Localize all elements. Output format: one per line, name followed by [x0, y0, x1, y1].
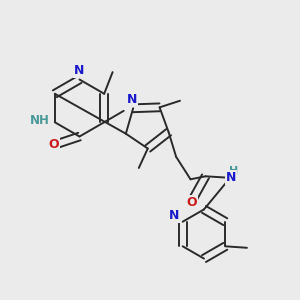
Text: N: N — [127, 93, 137, 106]
Text: NH: NH — [30, 114, 50, 127]
Text: H: H — [229, 166, 238, 176]
Text: O: O — [187, 196, 197, 209]
Text: N: N — [226, 171, 236, 184]
Text: N: N — [74, 64, 85, 77]
Text: N: N — [169, 209, 179, 222]
Text: O: O — [49, 137, 59, 151]
